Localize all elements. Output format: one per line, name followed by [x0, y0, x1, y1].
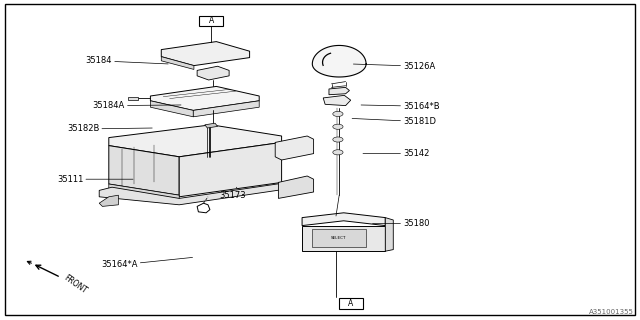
Circle shape	[333, 124, 343, 129]
Polygon shape	[302, 226, 385, 251]
Polygon shape	[312, 45, 366, 77]
Polygon shape	[323, 95, 351, 106]
FancyBboxPatch shape	[339, 298, 363, 308]
Polygon shape	[109, 125, 282, 157]
FancyBboxPatch shape	[199, 15, 223, 26]
Polygon shape	[278, 176, 314, 198]
Polygon shape	[161, 42, 250, 66]
Text: A: A	[348, 299, 353, 308]
Polygon shape	[109, 184, 179, 202]
Text: 35173: 35173	[220, 187, 246, 200]
Text: 35164*B: 35164*B	[361, 102, 440, 111]
Polygon shape	[193, 101, 259, 117]
Polygon shape	[161, 57, 194, 69]
Polygon shape	[205, 123, 218, 128]
Polygon shape	[179, 142, 282, 197]
Text: SELECT: SELECT	[331, 236, 347, 240]
Polygon shape	[385, 218, 393, 251]
Polygon shape	[109, 146, 179, 195]
Text: 35142: 35142	[363, 149, 429, 158]
Polygon shape	[150, 101, 193, 117]
Text: 35111: 35111	[57, 175, 133, 184]
Circle shape	[333, 150, 343, 155]
Text: 35180: 35180	[372, 219, 429, 228]
Polygon shape	[329, 87, 349, 95]
Circle shape	[333, 111, 343, 116]
Polygon shape	[302, 213, 385, 226]
Text: 35126A: 35126A	[353, 62, 435, 71]
Text: 35181D: 35181D	[352, 117, 436, 126]
Text: A351001355: A351001355	[589, 309, 634, 315]
Polygon shape	[99, 195, 118, 206]
Polygon shape	[150, 86, 259, 110]
Polygon shape	[275, 136, 314, 160]
Polygon shape	[312, 229, 366, 247]
Circle shape	[333, 137, 343, 142]
Polygon shape	[197, 66, 229, 80]
Text: 35184: 35184	[86, 56, 168, 65]
Polygon shape	[128, 97, 138, 100]
Text: 35164*A: 35164*A	[101, 257, 193, 269]
Text: FRONT: FRONT	[62, 274, 88, 296]
Text: 35182B: 35182B	[67, 124, 152, 133]
Text: 35184A: 35184A	[93, 101, 181, 110]
Text: A: A	[209, 16, 214, 25]
Polygon shape	[99, 182, 288, 205]
